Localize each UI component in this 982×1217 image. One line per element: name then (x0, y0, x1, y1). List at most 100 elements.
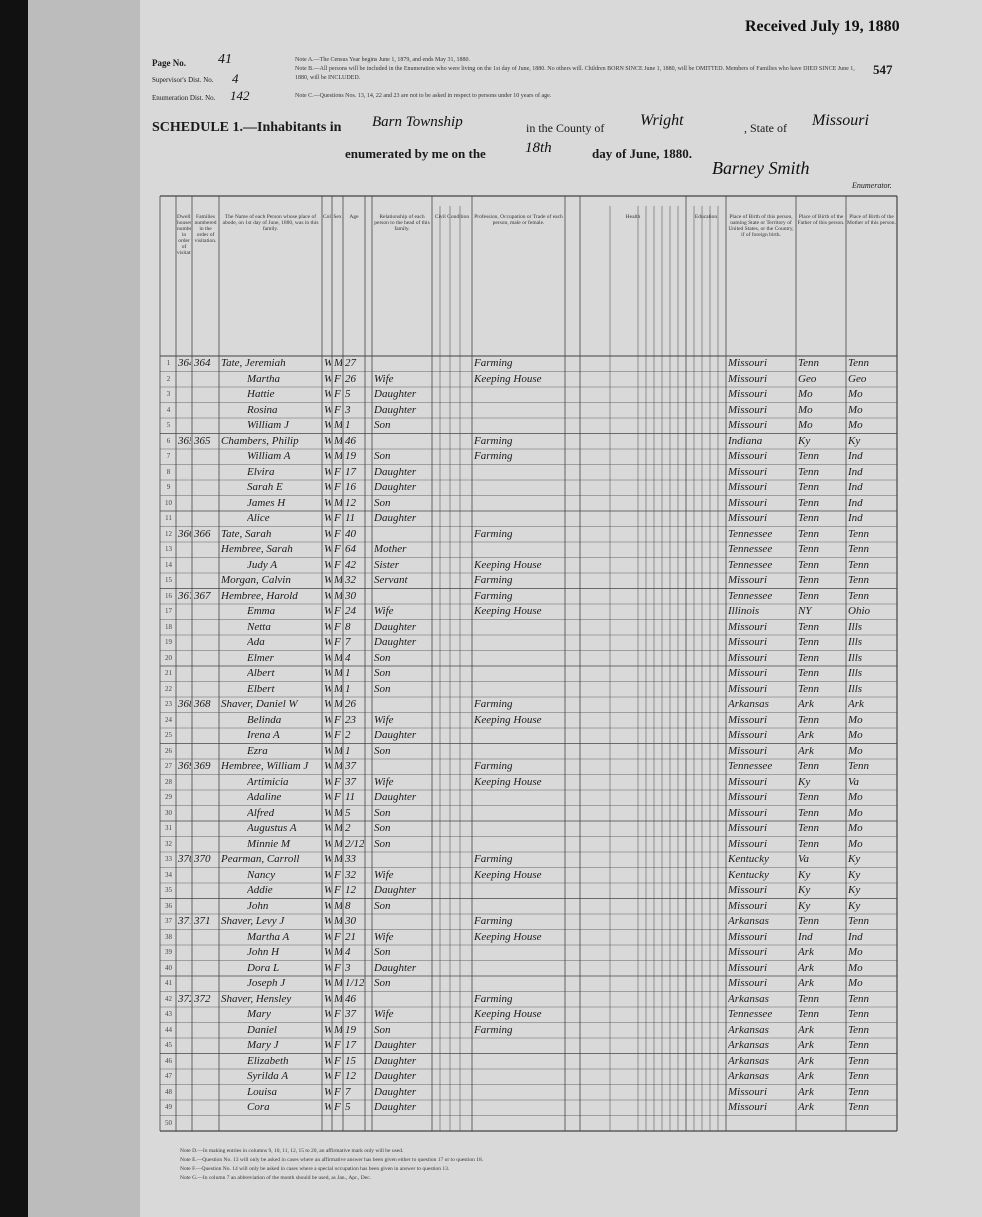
cell-father: Tenn (798, 558, 819, 571)
cell-age: 4 (345, 946, 351, 958)
cell-dwelling: 367 (178, 589, 191, 602)
cell-birthplace: Tennessee (728, 558, 773, 571)
cell-line: 34 (165, 870, 172, 879)
cell-color: W (324, 356, 331, 371)
cell-sex: F (334, 775, 341, 788)
cell-line: 39 (165, 948, 172, 956)
cell-age: 11 (345, 791, 356, 803)
cell-mother: Mo (848, 946, 863, 958)
cell-father: NY (798, 605, 812, 617)
cell-sex: F (334, 930, 341, 943)
cell-color: W (324, 806, 331, 821)
cell-occupation: Farming (474, 574, 513, 586)
day: 18th (525, 140, 552, 156)
cell-line: 35 (165, 886, 172, 894)
cell-mother: Mo (848, 837, 863, 850)
cell-age: 3 (345, 403, 351, 416)
cell-relation: Wife (374, 775, 394, 788)
cell-name: Tate, Sarah (221, 527, 272, 540)
cell-line: 29 (165, 793, 172, 801)
cell-family: 367 (194, 589, 211, 602)
cell-father: Tenn (798, 682, 819, 695)
label: enumerated by me on the (345, 146, 486, 161)
footnote: Note D.—In making entries in columns 9, … (180, 1148, 404, 1154)
cell-mother: Ills (848, 651, 863, 664)
cell-father: Ark (798, 744, 814, 757)
cell-color: W (324, 1085, 331, 1100)
cell-color: W (324, 573, 331, 588)
cell-line: 30 (165, 808, 172, 817)
enumerator-signature: Barney Smith (712, 158, 810, 178)
cell-relation: Daughter (374, 636, 417, 648)
cell-mother: Tenn (848, 1054, 869, 1067)
cell-mother: Tenn (848, 992, 869, 1005)
cell-sex: M (334, 759, 342, 774)
cell-sex: M (334, 651, 342, 666)
cell-line: 44 (165, 1025, 172, 1034)
cell-birthplace: Missouri (728, 713, 768, 726)
cell-name: Elizabeth (247, 1054, 289, 1067)
cell-line: 32 (165, 839, 172, 848)
cell-mother: Ind (848, 481, 863, 493)
cell-relation: Daughter (374, 465, 417, 478)
cell-sex: M (334, 697, 342, 712)
cell-name: Shaver, Daniel W (221, 698, 298, 710)
note: Note C.—Questions Nos. 13, 14, 22 and 23… (295, 93, 552, 99)
cell-color: W (324, 821, 331, 836)
cell-family: 372 (194, 992, 211, 1005)
cell-father: Ind (798, 930, 813, 943)
cell-line: 41 (165, 979, 172, 987)
cell-birthplace: Missouri (728, 388, 768, 400)
cell-sex: M (334, 589, 342, 604)
cell-father: Ark (798, 961, 814, 974)
cell-color: W (324, 418, 331, 433)
cell-birthplace: Missouri (728, 837, 768, 850)
cell-sex: F (334, 1054, 341, 1067)
cell-occupation: Keeping House (474, 713, 542, 726)
scan-edge (0, 0, 28, 1217)
cell-father: Ark (798, 977, 814, 989)
cell-age: 17 (345, 465, 356, 478)
cell-name: Shaver, Hensley (221, 992, 292, 1005)
cell-relation: Daughter (374, 1039, 417, 1051)
cell-color: W (324, 527, 331, 542)
cell-birthplace: Missouri (728, 651, 768, 664)
cell-family: 369 (194, 760, 211, 772)
cell-age: 2 (345, 822, 351, 834)
cell-dwelling: 364 (178, 357, 191, 369)
cell-name: Nancy (247, 868, 276, 881)
cell-age: 32 (345, 868, 356, 881)
cell-occupation: Farming (474, 357, 513, 369)
cell-age: 24 (345, 605, 356, 617)
cell-line: 37 (165, 917, 172, 925)
cell-father: Ky (798, 868, 811, 881)
cell-relation: Son (374, 806, 391, 819)
cell-line: 7 (166, 452, 171, 460)
cell-name: Daniel (247, 1023, 277, 1036)
cell-occupation: Farming (474, 1023, 513, 1036)
cell-age: 8 (345, 620, 351, 633)
column-header: Health (625, 214, 641, 220)
cell-name: Sarah E (247, 481, 283, 493)
cell-father: Tenn (798, 713, 819, 726)
cell-age: 12 (345, 1070, 356, 1082)
cell-name: Minnie M (247, 837, 291, 850)
cell-name: Mary (247, 1008, 271, 1020)
cell-father: Tenn (798, 450, 819, 462)
cell-name: John (247, 899, 269, 912)
cell-name: Syrilda A (247, 1070, 289, 1082)
cell-age: 15 (345, 1054, 356, 1067)
cell-color: W (324, 1100, 331, 1115)
cell-father: Mo (798, 419, 813, 431)
cell-age: 1 (345, 744, 351, 757)
cell-father: Tenn (798, 496, 819, 509)
cell-age: 1 (345, 682, 351, 695)
cell-relation: Mother (374, 543, 407, 555)
received-stamp: Received July 19, 1880 (745, 18, 900, 35)
cell-relation: Daughter (374, 620, 417, 633)
cell-mother: Ky (848, 884, 861, 896)
cell-birthplace: Missouri (728, 961, 768, 974)
cell-birthplace: Missouri (728, 977, 768, 989)
footnote: Note F.—Question No. 14 will only be ask… (180, 1166, 450, 1172)
cell-father: Tenn (798, 791, 819, 803)
